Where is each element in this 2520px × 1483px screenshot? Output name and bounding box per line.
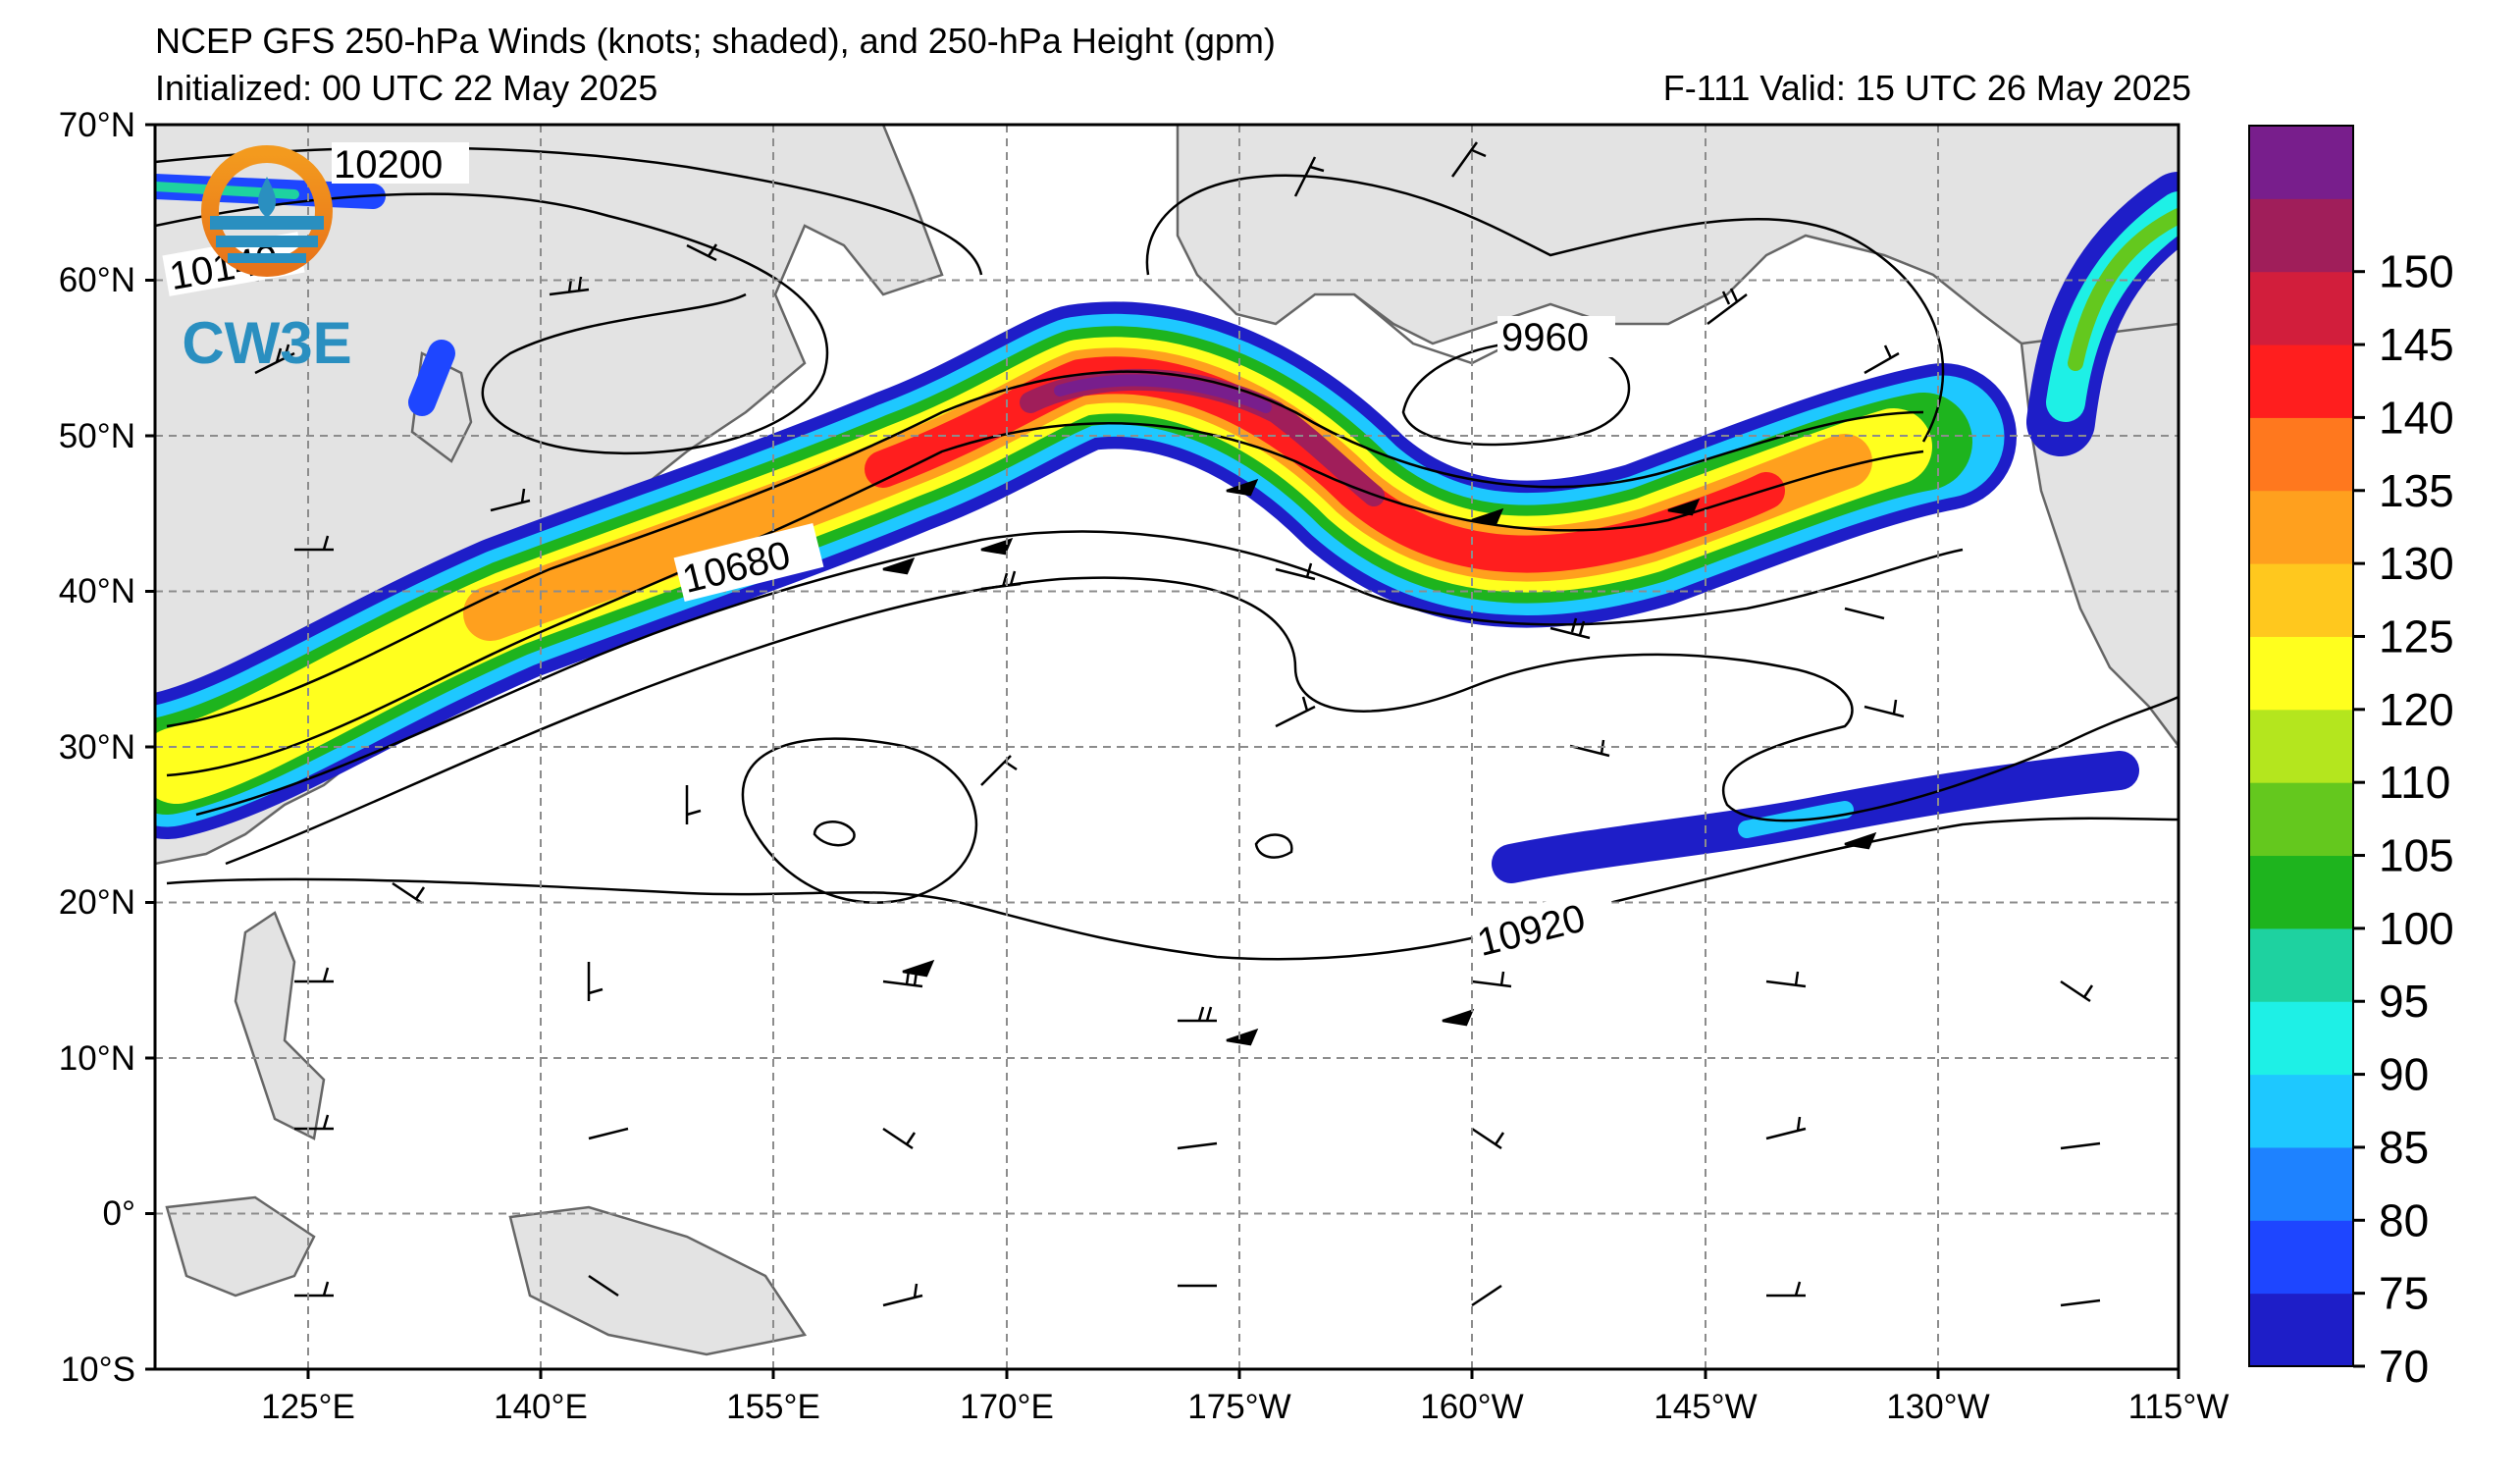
colorbar-label: 125 [2379, 610, 2454, 662]
contour-high-loop [741, 737, 978, 904]
valid-time: F-111 Valid: 15 UTC 26 May 2025 [1662, 68, 2191, 108]
barb-row-2 [294, 488, 1885, 640]
lon-label: 160°W [1420, 1388, 1523, 1426]
lon-label: 130°W [1886, 1388, 1989, 1426]
colorbar-label: 145 [2379, 319, 2454, 370]
lon-label: 125°E [261, 1388, 355, 1426]
lat-label: 60°N [59, 261, 135, 299]
colorbar-swatch [2249, 782, 2353, 857]
land-indonesia [165, 1195, 316, 1298]
lat-label: 10°S [61, 1351, 135, 1389]
colorbar-label: 140 [2379, 392, 2454, 443]
lat-ticks [145, 123, 155, 1371]
colorbar-label: 75 [2379, 1268, 2429, 1319]
barb-row-3 [392, 696, 1905, 905]
lon-label: 115°W [2128, 1388, 2230, 1426]
init-time: Initialized: 00 UTC 22 May 2025 [155, 68, 658, 108]
colorbar-label: 90 [2379, 1049, 2429, 1100]
colorbar-label: 80 [2379, 1194, 2429, 1245]
land-philippines [234, 911, 326, 1140]
colorbar-label: 135 [2379, 465, 2454, 516]
colorbar-swatch [2249, 1074, 2353, 1148]
jet-band-japan [408, 340, 455, 416]
colorbar-swatch [2249, 1146, 2353, 1221]
contour-label-10200: 10200 [334, 143, 443, 186]
colorbar-swatch [2249, 709, 2353, 783]
colorbar-label: 150 [2379, 246, 2454, 297]
contour-10920 [166, 817, 2179, 961]
jet-band-sub-85 [1738, 801, 1854, 838]
colorbar-label: 70 [2379, 1341, 2429, 1392]
colorbar-swatch [2249, 1220, 2353, 1295]
colorbar-frame [2248, 125, 2354, 1367]
colorbar: 70 75 80 85 90 95 100 105 110 120 125 130 135 140 145 1… [2248, 125, 2454, 1392]
contour-small-loop-2 [1254, 833, 1293, 859]
colorbar-swatch [2249, 490, 2353, 564]
colorbar-label: 110 [2379, 757, 2450, 808]
cw3e-logo-icon [201, 145, 333, 277]
colorbar-swatch [2249, 855, 2353, 929]
barb-row-6 [294, 1274, 2101, 1307]
lon-labels: 125°E 140°E 155°E 170°E 175°W 160°W 145°… [261, 1388, 2229, 1426]
cw3e-logo: CW3E [182, 145, 352, 376]
lon-label: 140°E [494, 1388, 588, 1426]
colorbar-swatch [2249, 927, 2353, 1002]
lat-label: 40°N [59, 572, 135, 610]
map-title: NCEP GFS 250-hPa Winds (knots; shaded), … [155, 21, 1276, 61]
graticule [155, 125, 2179, 1369]
colorbar-swatch [2249, 344, 2353, 418]
barb-row-4 [294, 962, 2094, 1023]
contour-small-loop-1 [813, 821, 856, 847]
colorbar-swatch [2249, 563, 2353, 637]
contour-label-10680-bg [673, 523, 824, 602]
lat-label: 20°N [59, 883, 135, 922]
lon-ticks [306, 1369, 2180, 1379]
contour-north-2 [1145, 174, 1945, 443]
contour-10680 [225, 576, 2179, 866]
lat-label: 10°N [59, 1039, 135, 1078]
contour-jet-north [166, 370, 1924, 728]
jet-band-ne-105 [2068, 208, 2179, 371]
wind-shading [155, 172, 2179, 883]
colorbar-swatch [2249, 636, 2353, 711]
colorbar-swatch [2249, 126, 2353, 199]
lon-label: 155°E [726, 1388, 820, 1426]
contour-north-1 [155, 192, 829, 455]
wind-barbs [254, 141, 2101, 1307]
lat-label: 50°N [59, 417, 135, 455]
lat-label: 30°N [59, 728, 135, 767]
colorbar-label: 100 [2379, 903, 2454, 954]
colorbar-swatch [2249, 1001, 2353, 1076]
lon-label: 145°W [1654, 1388, 1757, 1426]
contour-jet-south [195, 530, 1964, 817]
contour-label-10200-bg [332, 142, 469, 184]
lon-label: 175°W [1187, 1388, 1290, 1426]
lat-labels: 70°N 60°N 50°N 40°N 30°N 20°N 10°N 0° 10… [59, 106, 135, 1389]
contour-label-9960-bg [1497, 316, 1615, 357]
contour-label-10920-bg [1468, 886, 1619, 965]
colorbar-label: 85 [2379, 1122, 2429, 1173]
jet-band-150 [1054, 374, 1272, 413]
colorbar-swatch [2249, 417, 2353, 492]
lat-label: 70°N [59, 106, 135, 144]
lon-label: 170°E [960, 1388, 1054, 1426]
colorbar-swatch [2249, 271, 2353, 345]
contour-label-9960: 9960 [1501, 316, 1589, 359]
colorbar-label: 130 [2379, 538, 2454, 589]
lat-label: 0° [103, 1194, 135, 1233]
barb-row-5 [294, 1114, 2101, 1150]
colorbar-label: 105 [2379, 830, 2454, 881]
land-newguinea [508, 1205, 808, 1356]
colorbar-label: 95 [2379, 976, 2429, 1027]
cw3e-logo-text: CW3E [182, 310, 351, 376]
colorbar-swatch [2249, 1293, 2353, 1367]
barb-flags [882, 478, 1877, 1046]
colorbar-label: 120 [2379, 684, 2454, 735]
height-contours [155, 146, 2179, 961]
colorbar-swatch [2249, 198, 2353, 273]
contour-9960-loop [1401, 340, 1631, 447]
contour-jet-mid [166, 421, 1924, 777]
